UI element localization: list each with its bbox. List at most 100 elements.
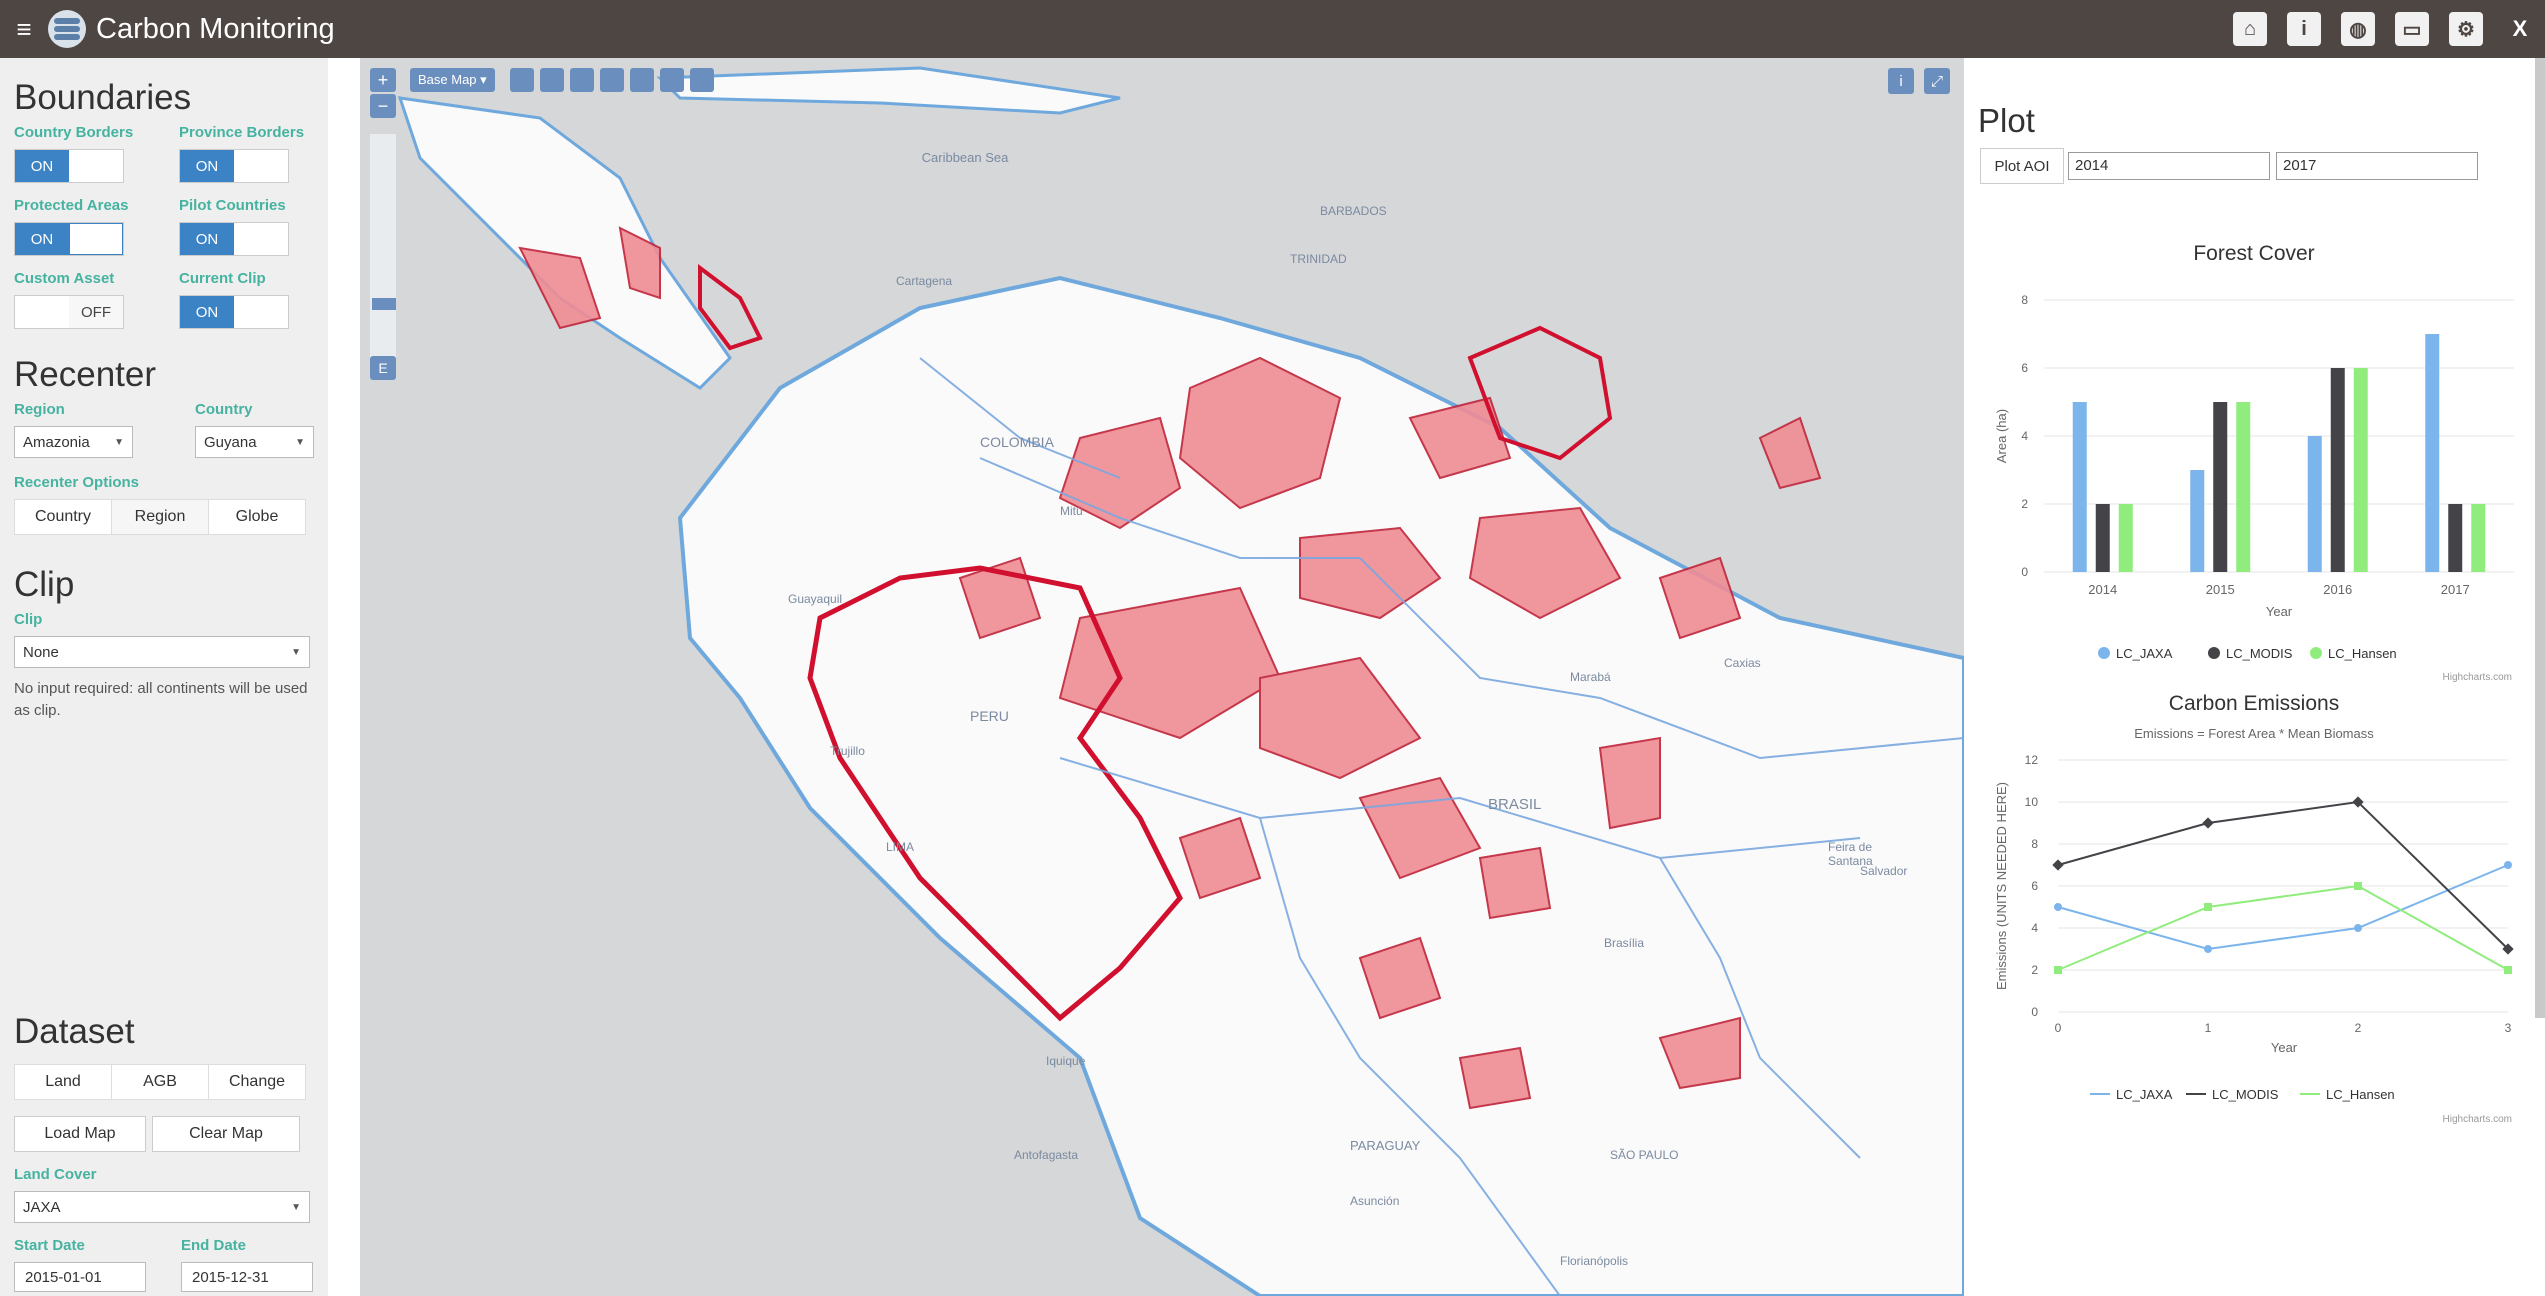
- y-axis-label: Area (ha): [1994, 409, 2009, 463]
- fullscreen-icon[interactable]: ⤢: [1924, 68, 1950, 94]
- legend-marker: [2310, 647, 2322, 659]
- country-label: Country: [195, 401, 253, 418]
- protected-areas-label: Protected Areas: [14, 197, 129, 214]
- data-point: [2054, 903, 2062, 911]
- tab-land[interactable]: Land: [45, 1073, 81, 1090]
- central-america-landmass: [397, 96, 732, 390]
- recenter-options-label: Recenter Options: [14, 474, 140, 491]
- plot-aoi-button[interactable]: Plot AOI: [1980, 148, 2064, 184]
- data-point: [2504, 861, 2512, 869]
- map-label: Caribbean Sea: [921, 150, 1009, 165]
- tab-agb[interactable]: AGB: [111, 1065, 209, 1099]
- y-axis-label: Emissions (UNITS NEEDED HERE): [1994, 782, 2009, 990]
- legend-label: LC_MODIS: [2226, 646, 2293, 661]
- globe-icon[interactable]: ◍: [2341, 12, 2375, 46]
- province-borders-label: Province Borders: [179, 124, 305, 141]
- region-label: Region: [14, 401, 65, 418]
- map-label: TRINIDAD: [1290, 252, 1347, 266]
- province-borders-toggle[interactable]: ON: [179, 149, 289, 183]
- zoom-slider-handle[interactable]: [372, 298, 396, 310]
- base-map-dropdown[interactable]: Base Map ▾: [410, 68, 495, 92]
- current-clip-toggle[interactable]: ON: [179, 295, 289, 329]
- pilot-country-border: [807, 565, 1183, 1022]
- line-tool-icon[interactable]: [540, 68, 564, 92]
- zoom-in-button[interactable]: +: [370, 68, 396, 92]
- map-label: Salvador: [1860, 864, 1908, 878]
- bar: [2190, 470, 2205, 572]
- map-info-icon[interactable]: i: [1888, 68, 1914, 94]
- y-tick-label: 8: [2031, 837, 2038, 851]
- zoom-out-button[interactable]: −: [370, 94, 396, 118]
- bar: [2353, 368, 2368, 572]
- map-label: Caxias: [1724, 656, 1761, 670]
- polygon-tool-icon[interactable]: [570, 68, 594, 92]
- data-point: [2354, 924, 2362, 932]
- country-borders-label: Country Borders: [14, 124, 134, 141]
- home-icon[interactable]: ⌂: [2233, 12, 2267, 46]
- gear-icon[interactable]: ⚙: [2449, 12, 2483, 46]
- close-button[interactable]: X: [2512, 16, 2528, 41]
- rectangle-tool-icon[interactable]: [690, 68, 714, 92]
- e-button[interactable]: E: [370, 356, 396, 380]
- data-point: [2052, 859, 2064, 871]
- x-tick-label: 0: [2055, 1021, 2062, 1035]
- start-year-input[interactable]: 2014: [2068, 152, 2270, 180]
- undo-tool-icon[interactable]: [660, 68, 684, 92]
- pilot-country-border: [1467, 325, 1613, 461]
- map-label: BARBADOS: [1320, 204, 1387, 218]
- start-date-input[interactable]: 2015-01-01: [14, 1262, 146, 1292]
- map-label: Guayaquil: [788, 592, 843, 606]
- x-tick-label: 2016: [2323, 582, 2352, 597]
- panel-scrollbar[interactable]: [2535, 58, 2545, 1018]
- country-select[interactable]: Guyana ▼: [195, 426, 314, 458]
- zoom-slider[interactable]: [370, 134, 396, 374]
- chevron-down-icon: ▼: [295, 436, 305, 448]
- end-date-input[interactable]: 2015-12-31: [181, 1262, 313, 1292]
- info-icon[interactable]: i: [2287, 12, 2321, 46]
- legend-label: LC_Hansen: [2326, 1087, 2395, 1102]
- data-point: [2354, 882, 2362, 890]
- recenter-globe-button[interactable]: Globe: [235, 508, 279, 525]
- bar: [2471, 504, 2486, 572]
- data-point: [2054, 966, 2062, 974]
- bar: [2425, 334, 2440, 572]
- map-label: PERU: [970, 708, 1009, 724]
- x-axis-label: Year: [2266, 604, 2293, 619]
- end-year-input[interactable]: 2017: [2276, 152, 2478, 180]
- tab-change[interactable]: Change: [228, 1073, 286, 1090]
- anchor-tool-icon[interactable]: [600, 68, 624, 92]
- hamburger-menu-icon[interactable]: ≡: [16, 13, 32, 44]
- x-axis-label: Year: [2271, 1040, 2298, 1055]
- load-map-button[interactable]: Load Map: [14, 1116, 146, 1152]
- recenter-heading: Recenter: [14, 355, 157, 394]
- x-tick-label: 2017: [2441, 582, 2470, 597]
- map-label: Trujillo: [830, 744, 865, 758]
- map-label: Florianópolis: [1560, 1254, 1629, 1268]
- top-toolbar: ⌂ i ◍ ▭ ⚙ X: [2233, 12, 2537, 46]
- country-borders-toggle[interactable]: ON: [14, 149, 124, 183]
- recenter-country-button[interactable]: Country: [34, 508, 92, 525]
- chart-title: Carbon Emissions: [2169, 692, 2339, 715]
- data-point: [2504, 966, 2512, 974]
- clear-map-button[interactable]: Clear Map: [152, 1116, 300, 1152]
- point-tool-icon[interactable]: [630, 68, 654, 92]
- pilot-countries-toggle[interactable]: ON: [179, 222, 289, 256]
- sidebar: Boundaries Country Borders ON Province B…: [0, 58, 328, 1296]
- bar: [2213, 402, 2228, 572]
- clip-select[interactable]: None ▼: [14, 636, 310, 668]
- map-view[interactable]: Caribbean Sea BARBADOS TRINIDAD Cartagen…: [360, 58, 1964, 1296]
- end-date-label: End Date: [181, 1237, 247, 1254]
- land-cover-select[interactable]: JAXA ▼: [14, 1191, 310, 1223]
- y-tick-label: 4: [2021, 429, 2028, 443]
- bar: [2095, 504, 2110, 572]
- pointer-tool-icon[interactable]: [510, 68, 534, 92]
- x-tick-label: 2: [2355, 1021, 2362, 1035]
- province-borders-layer: [919, 357, 1964, 1296]
- map-draw-tools: [510, 68, 714, 92]
- start-date-label: Start Date: [14, 1237, 85, 1254]
- region-select[interactable]: Amazonia ▼: [14, 426, 133, 458]
- inbox-icon[interactable]: ▭: [2395, 12, 2429, 46]
- custom-asset-toggle[interactable]: OFF: [14, 295, 124, 329]
- recenter-region-button[interactable]: Region: [111, 500, 209, 534]
- protected-areas-toggle[interactable]: ON: [14, 222, 124, 256]
